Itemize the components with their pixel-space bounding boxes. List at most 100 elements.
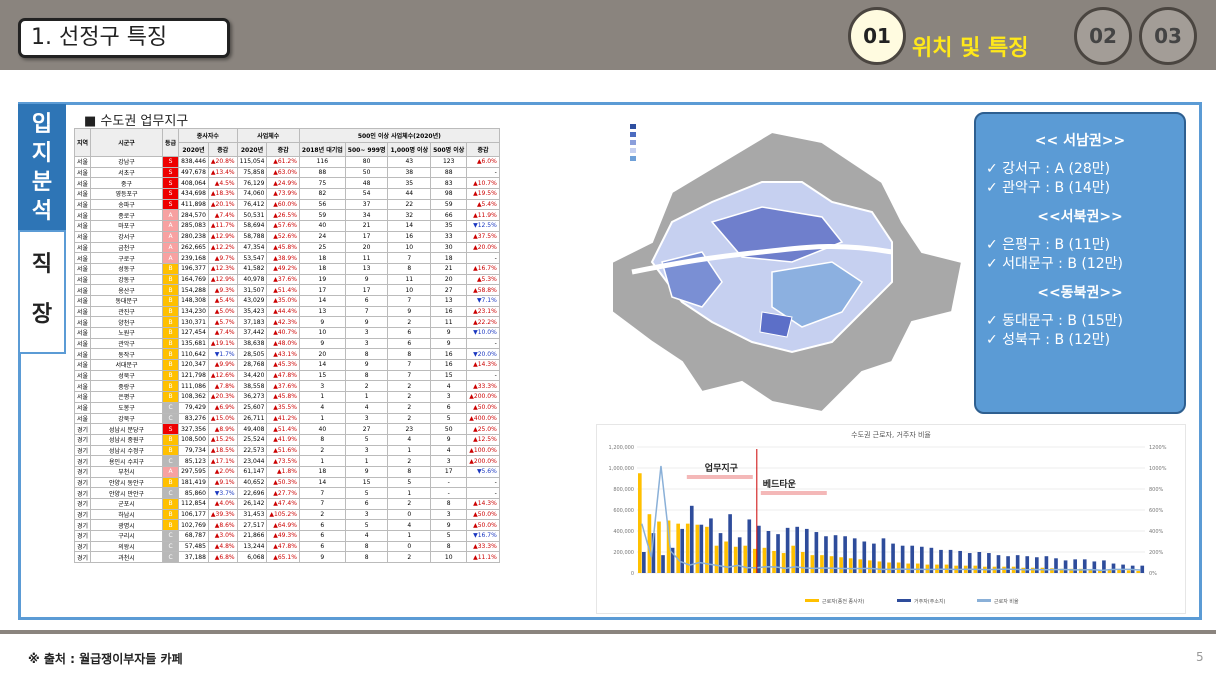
table-cell: ▲73.5% <box>266 455 300 467</box>
bar-worker <box>896 562 901 573</box>
table-cell: ▲33.3% <box>466 380 500 393</box>
table-row: 서울 동작구 B 110,642 ▼1.7% 28,505 ▲43.1% 20 8 8 16 ▼20.… <box>73 348 500 361</box>
col-district: 시군구 <box>90 128 164 157</box>
table-cell: 3 <box>430 455 468 467</box>
table-cell: 경기 <box>73 487 92 499</box>
table-cell: 123 <box>430 156 468 168</box>
table-cell: 75 <box>298 177 346 190</box>
table-cell: C <box>162 530 180 542</box>
bar-resident <box>689 505 694 573</box>
table-cell: 서울 <box>73 284 92 296</box>
table-cell: 4 <box>430 444 468 457</box>
table-cell: 2 <box>344 380 389 393</box>
table-cell: C <box>162 412 180 425</box>
bar-worker <box>724 541 728 573</box>
table-cell: 37,188 <box>178 551 209 564</box>
subheader: 500~ 999명 <box>344 142 389 157</box>
table-row: 서울 관진구 B 134,230 ▲5.0% 35,423 ▲44.4% 13 7 9 16 ▲23.… <box>73 305 500 318</box>
table-cell: 9 <box>387 305 432 318</box>
table-cell: ▲9.7% <box>207 252 238 264</box>
table-cell: ▲7.4% <box>207 209 238 222</box>
bar-worker <box>666 520 671 573</box>
table-cell: ▲38.9% <box>266 252 300 264</box>
table-cell: 434,698 <box>178 188 209 200</box>
table-cell: ▲3.0% <box>207 530 238 542</box>
table-cell: 79,734 <box>178 444 209 457</box>
table-cell: 6 <box>344 498 389 510</box>
table-row: 서울 송파구 S 411,898 ▲20.1% 76,412 ▲60.0% 56 37 22 59 ▲… <box>73 198 500 211</box>
table-cell: 서울 <box>73 220 92 232</box>
table-cell: 경기 <box>73 508 92 521</box>
bar-resident <box>967 553 972 573</box>
table-cell: 116 <box>298 156 346 168</box>
bar-worker <box>1050 568 1054 573</box>
table-cell: 111,086 <box>178 380 209 393</box>
bar-resident <box>804 528 809 573</box>
section-03-button[interactable]: 03 <box>1139 7 1197 65</box>
table-cell: 284,570 <box>178 209 209 222</box>
table-cell: 106,177 <box>178 508 209 521</box>
section-02-button[interactable]: 02 <box>1074 7 1132 65</box>
table-cell: 14 <box>387 220 432 232</box>
table-cell: 30 <box>430 241 468 254</box>
table-cell: B <box>162 316 180 328</box>
table-cell: ▲12.3% <box>207 262 238 275</box>
table-cell: 1 <box>298 412 346 425</box>
table-cell: 용산구 <box>90 284 164 296</box>
section-01-button[interactable]: 01 <box>848 7 906 65</box>
y2-tick: 200% <box>1149 550 1164 556</box>
y2-tick: 0% <box>1149 571 1157 577</box>
table-cell: 59 <box>430 198 468 211</box>
table-cell: 23 <box>387 423 432 435</box>
bar-worker <box>1088 569 1093 573</box>
table-cell: 2 <box>387 455 432 467</box>
table-cell: ▲45.8% <box>266 241 300 254</box>
bar-resident <box>1082 559 1087 573</box>
table-cell: ▲11.7% <box>207 220 238 232</box>
table-title: ■ 수도권 업무지구 <box>84 114 189 129</box>
table-cell: 안양시 동안구 <box>90 476 164 489</box>
bar-resident <box>958 550 962 573</box>
table-cell: 58,788 <box>236 230 268 243</box>
table-cell: 서울 <box>73 401 92 414</box>
col-businesses: 사업체수 <box>236 128 300 143</box>
table-cell: 하남시 <box>90 508 164 521</box>
subheader: 증감 <box>207 142 238 157</box>
table-cell: 서울 <box>73 241 92 254</box>
bar-resident <box>900 545 905 573</box>
table-cell: - <box>466 252 500 264</box>
table-cell: 4 <box>430 380 468 393</box>
table-cell: 121,798 <box>178 369 209 382</box>
bar-resident <box>843 536 847 573</box>
table-cell: 27 <box>344 423 389 435</box>
table-cell: 79,429 <box>178 401 209 414</box>
table-cell: ▲20.8% <box>207 156 238 168</box>
table-cell: ▲37.6% <box>266 273 300 286</box>
table-cell: 서초구 <box>90 166 164 179</box>
table-cell: 13 <box>430 294 468 307</box>
table-cell: 43 <box>387 156 432 168</box>
bar-worker <box>772 550 776 573</box>
bar-worker <box>1126 570 1131 573</box>
table-cell: 40,652 <box>236 476 268 489</box>
table-cell: ▲23.1% <box>466 305 500 318</box>
table-cell: 강북구 <box>90 412 164 425</box>
table-cell: 경기 <box>73 476 92 489</box>
table-cell: ▲7.8% <box>207 380 238 393</box>
table-row: 서울 성동구 B 196,377 ▲12.3% 41,582 ▲49.2% 18 13 8 21 ▲1… <box>73 262 500 275</box>
table-cell: 4 <box>344 401 389 414</box>
table-cell: B <box>162 359 180 371</box>
table-cell: 408,064 <box>178 177 209 190</box>
table-cell: 56 <box>298 198 346 211</box>
table-cell: ▲4.5% <box>207 177 238 190</box>
table-cell: 경기 <box>73 455 92 467</box>
y2-tick: 600% <box>1149 508 1164 514</box>
table-cell: 의왕시 <box>90 540 164 553</box>
table-cell: ▲2.0% <box>207 465 238 478</box>
table-cell: 과천시 <box>90 551 164 564</box>
bar-resident <box>1006 556 1010 573</box>
table-cell: ▲5.4% <box>466 198 500 211</box>
table-cell: 6 <box>344 294 389 307</box>
